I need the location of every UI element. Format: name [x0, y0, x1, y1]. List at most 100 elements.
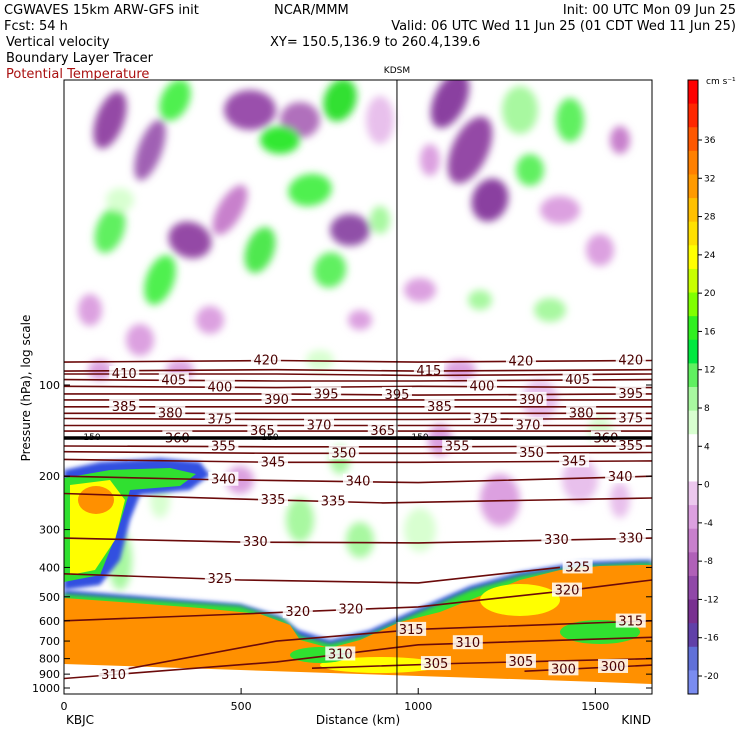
- theta-label: 365: [370, 424, 395, 439]
- theta-label-bg: [541, 532, 572, 547]
- theta-label: 355: [445, 440, 470, 455]
- theta-label: 375: [207, 412, 232, 427]
- vertical-velocity-blob: [288, 173, 332, 207]
- theta-label-bg: [257, 454, 288, 469]
- theta-label-bg: [615, 613, 646, 628]
- y-tick-label: 800: [39, 653, 60, 666]
- theta-label: 400: [207, 380, 232, 395]
- colorbar-swatch: [688, 127, 698, 152]
- theta-contour-345: [64, 458, 652, 464]
- vertical-velocity-blob: [330, 214, 370, 246]
- theta-label: 340: [211, 473, 236, 488]
- colorbar-swatch: [688, 174, 698, 199]
- vertical-velocity-blob: [168, 221, 212, 259]
- colorbar-tick-label: 32: [704, 174, 715, 184]
- vertical-velocity-blob: [540, 196, 580, 224]
- x-tick-label: 1500: [581, 700, 609, 713]
- colorbar-tick-label: 0: [704, 481, 710, 491]
- colorbar-swatch: [688, 198, 698, 223]
- theta-contour-400: [64, 385, 652, 389]
- theta-label: 310: [101, 668, 126, 683]
- field-boundary-layer-tracer: Boundary Layer Tracer: [6, 51, 154, 66]
- vertical-velocity-blob: [313, 252, 347, 288]
- tracer-plume-core: [78, 486, 114, 514]
- theta-label: 350: [331, 446, 356, 461]
- theta-label-bg: [505, 653, 536, 668]
- theta-label: 355: [618, 439, 643, 454]
- colorbar-swatch: [688, 103, 698, 128]
- theta-contour-315: [99, 620, 652, 675]
- vertical-velocity-blob: [88, 360, 112, 380]
- theta-label-bg: [208, 438, 239, 453]
- vertical-velocity-blob: [244, 226, 276, 274]
- colorbar-tick-label: 8: [704, 404, 710, 414]
- theta-label-bg: [615, 530, 646, 545]
- vertical-velocity-blob: [286, 498, 314, 542]
- theta-label: 375: [473, 412, 498, 427]
- colorbar-swatch: [688, 245, 698, 270]
- init-time: Init: 00 UTC Mon 09 Jun 25: [563, 3, 736, 18]
- colorbar-swatch: [688, 623, 698, 648]
- theta-label: 390: [519, 393, 544, 408]
- theta-label-bg: [282, 603, 313, 618]
- vertical-velocity-blob: [196, 306, 224, 334]
- theta-label: 300: [601, 660, 626, 675]
- y-tick-label: 700: [39, 635, 60, 648]
- colorbar-tick-label: -16: [704, 634, 719, 644]
- vertical-velocity-blob: [516, 154, 544, 186]
- colorbar-swatch: [688, 481, 698, 506]
- theta-label-bg: [261, 391, 292, 406]
- vertical-velocity-blob: [562, 458, 598, 502]
- theta-label-bg: [551, 582, 582, 597]
- theta-contour-305: [311, 657, 652, 669]
- vertical-velocity-blob: [370, 206, 390, 234]
- colorbar-swatch: [688, 670, 698, 695]
- theta-label-bg: [247, 423, 278, 438]
- x-tick-label: 500: [231, 700, 252, 713]
- theta-label-bg: [562, 372, 593, 387]
- theta-label: 350: [519, 446, 544, 461]
- vertical-velocity-blob: [159, 80, 191, 121]
- vertical-velocity-blob: [144, 255, 176, 305]
- theta-label-bg: [240, 534, 271, 549]
- y-tick-label: 500: [39, 591, 60, 604]
- theta-contour-330: [64, 537, 652, 544]
- colorbar-swatch: [688, 528, 698, 553]
- colorbar-tick-label: 16: [704, 327, 716, 337]
- tracer-patch-yellow-low: [320, 657, 440, 673]
- vertical-velocity-blob: [94, 206, 126, 254]
- colorbar-swatch: [688, 268, 698, 294]
- y-tick-label: 900: [39, 668, 60, 681]
- theta-label-bg: [204, 411, 235, 426]
- theta-label-bg: [204, 379, 235, 394]
- y-tick-label: 200: [39, 470, 60, 483]
- vertical-velocity-blob: [93, 91, 127, 149]
- x-tick-label: 1000: [404, 700, 432, 713]
- x-axis-label: Distance (km): [316, 713, 400, 727]
- theta-label: 325: [565, 560, 590, 575]
- vertical-velocity-blob: [366, 96, 394, 144]
- y-tick-label: 400: [39, 561, 60, 574]
- colorbar-swatch: [688, 316, 698, 341]
- theta-label: 400: [470, 380, 495, 395]
- colorbar-tick-label: -8: [704, 557, 713, 567]
- colorbar-swatch: [688, 646, 698, 671]
- theta-label-bg: [470, 411, 501, 426]
- theta-label: 420: [253, 354, 278, 369]
- theta-label-bg: [325, 646, 356, 661]
- vertical-velocity-blob: [471, 178, 509, 222]
- vertical-velocity-blob: [556, 98, 584, 142]
- theta-contour-325: [64, 566, 560, 584]
- theta-label: 320: [555, 584, 580, 599]
- theta-label: 420: [509, 354, 534, 369]
- theta-label-bg: [304, 417, 335, 432]
- x-axis-end-label: KIND: [621, 713, 651, 727]
- theta-label: 395: [314, 387, 339, 402]
- vertical-velocity-blob: [447, 116, 493, 184]
- theta-label: 340: [608, 470, 633, 485]
- theta-label: 385: [427, 400, 452, 415]
- ground-terrain: [64, 664, 652, 694]
- field-potential-temperature: Potential Temperature: [6, 67, 149, 82]
